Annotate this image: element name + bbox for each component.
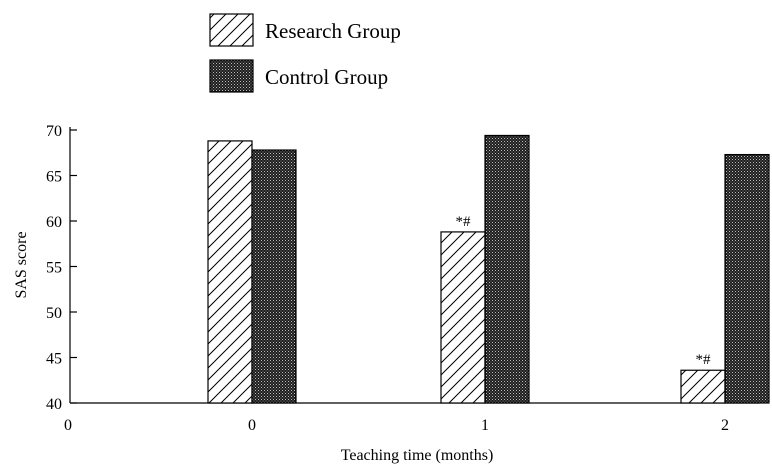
- bar-hatch-1: [440, 231, 486, 404]
- bar-dots-2: [724, 153, 770, 404]
- y-tick-label: 40: [46, 396, 62, 413]
- bar-hatch-0: [207, 140, 253, 404]
- x-axis: 0 0 1 2: [64, 402, 760, 434]
- x-axis-label: Teaching time (months): [341, 447, 494, 464]
- bar-hatch-2: [680, 369, 726, 404]
- y-axis-label: SAS score: [13, 231, 30, 298]
- x-tick-label: 2: [721, 417, 729, 434]
- legend-swatch-dots: [209, 59, 254, 93]
- legend-swatch-hatch: [209, 13, 254, 47]
- x-tick-label: 1: [481, 417, 489, 434]
- y-tick-label: 55: [46, 260, 62, 277]
- y-tick-label: 65: [46, 169, 62, 186]
- bar-dots-1: [484, 134, 530, 404]
- y-tick-label: 50: [46, 305, 62, 322]
- x-tick-label: 0: [248, 417, 256, 434]
- bar-annotation: *#: [456, 214, 472, 230]
- legend: Research Group Control Group: [209, 13, 401, 93]
- bar-dots-0: [251, 149, 297, 404]
- y-tick-label: 45: [46, 351, 62, 368]
- y-tick-label: 70: [46, 123, 62, 140]
- legend-label: Research Group: [265, 19, 401, 43]
- bars: *# *#: [207, 134, 770, 404]
- bar-annotation: *#: [696, 352, 712, 368]
- y-tick-label: 60: [46, 214, 62, 231]
- y-axis: 40 45 50 55 60 65 70: [46, 123, 77, 413]
- legend-label: Control Group: [265, 65, 388, 89]
- x-origin-label: 0: [64, 417, 72, 434]
